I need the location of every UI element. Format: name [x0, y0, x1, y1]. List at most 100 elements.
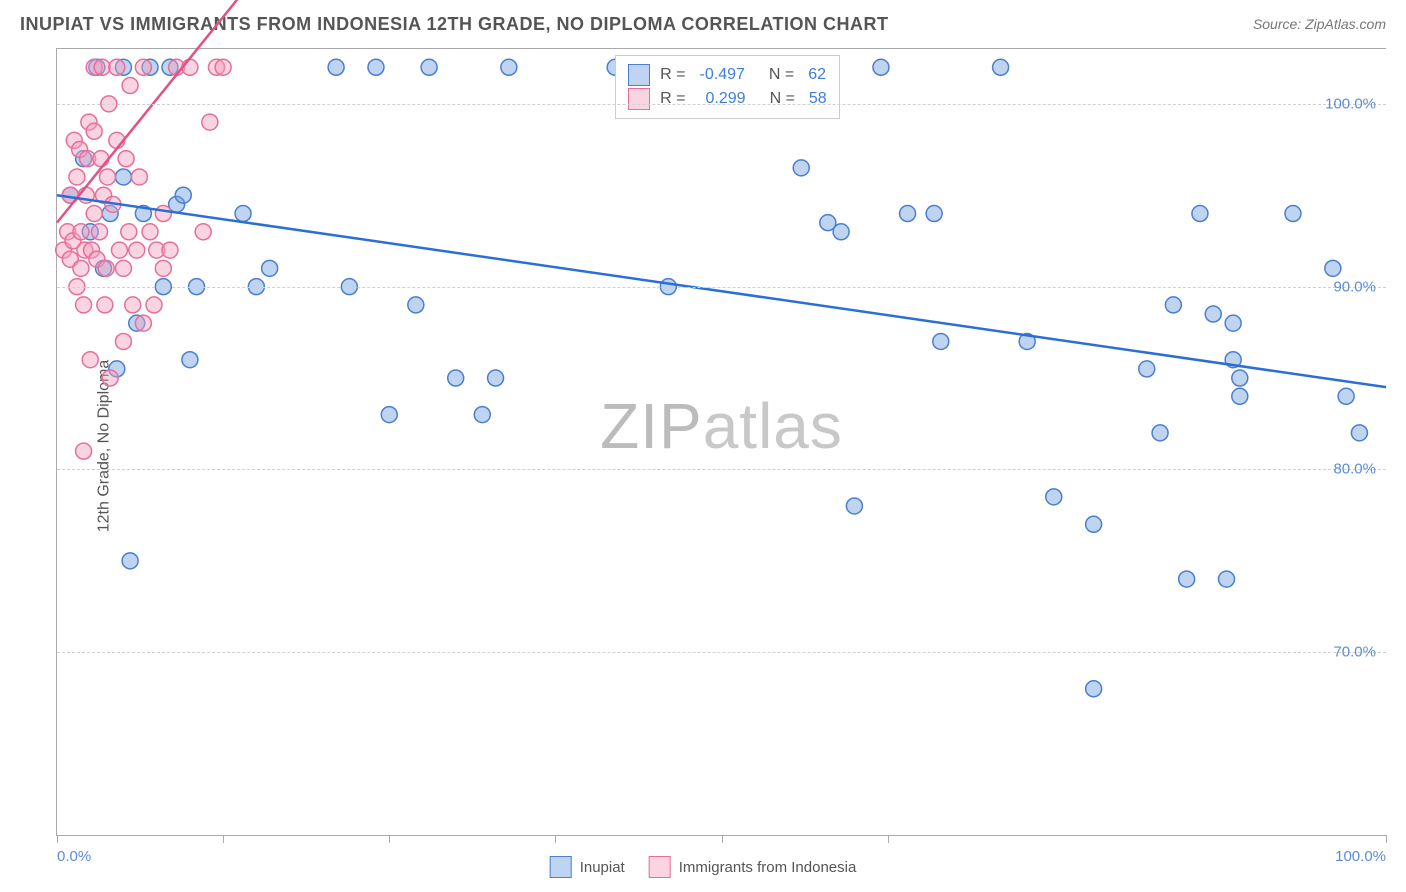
data-point: [1351, 425, 1367, 441]
n-label: N =: [769, 66, 794, 84]
data-point: [93, 151, 109, 167]
x-tick: [722, 835, 723, 843]
data-point: [1165, 297, 1181, 313]
data-point: [131, 169, 147, 185]
gridline: [57, 469, 1386, 470]
page-title: INUPIAT VS IMMIGRANTS FROM INDONESIA 12T…: [20, 14, 889, 35]
data-point: [92, 224, 108, 240]
data-point: [793, 160, 809, 176]
y-tick-label: 100.0%: [1325, 95, 1376, 112]
data-point: [182, 352, 198, 368]
data-point: [1205, 306, 1221, 322]
x-tick: [888, 835, 889, 843]
data-point: [155, 260, 171, 276]
legend-label: Inupiat: [580, 859, 625, 876]
x-tick: [57, 835, 58, 843]
data-point: [129, 242, 145, 258]
r-label: R =: [660, 90, 685, 108]
data-point: [900, 206, 916, 222]
data-point: [933, 333, 949, 349]
data-point: [1219, 571, 1235, 587]
data-point: [1232, 388, 1248, 404]
data-point: [135, 59, 151, 75]
legend-item: Immigrants from Indonesia: [649, 856, 857, 878]
source-label: Source: ZipAtlas.com: [1253, 16, 1386, 32]
data-point: [1086, 516, 1102, 532]
x-tick: [1386, 835, 1387, 843]
data-point: [94, 59, 110, 75]
data-point: [135, 315, 151, 331]
swatch-icon: [628, 64, 650, 86]
data-point: [1232, 370, 1248, 386]
data-point: [368, 59, 384, 75]
data-point: [1325, 260, 1341, 276]
plot-svg: [57, 49, 1386, 835]
r-label: R =: [660, 66, 685, 84]
data-point: [993, 59, 1009, 75]
data-point: [195, 224, 211, 240]
data-point: [421, 59, 437, 75]
x-tick: [223, 835, 224, 843]
x-tick-label: 0.0%: [57, 848, 91, 865]
data-point: [202, 114, 218, 130]
data-point: [488, 370, 504, 386]
data-point: [1179, 571, 1195, 587]
data-point: [125, 297, 141, 313]
data-point: [1285, 206, 1301, 222]
data-point: [926, 206, 942, 222]
swatch-icon: [649, 856, 671, 878]
y-tick-label: 80.0%: [1333, 461, 1376, 478]
data-point: [833, 224, 849, 240]
data-point: [262, 260, 278, 276]
swatch-icon: [550, 856, 572, 878]
data-point: [162, 242, 178, 258]
data-point: [122, 553, 138, 569]
data-point: [86, 206, 102, 222]
data-point: [118, 151, 134, 167]
gridline: [57, 652, 1386, 653]
data-point: [86, 123, 102, 139]
data-point: [1225, 315, 1241, 331]
data-point: [182, 59, 198, 75]
data-point: [1139, 361, 1155, 377]
swatch-icon: [628, 88, 650, 110]
data-point: [1086, 681, 1102, 697]
data-point: [873, 59, 889, 75]
legend-item: Inupiat: [550, 856, 625, 878]
data-point: [146, 297, 162, 313]
data-point: [122, 78, 138, 94]
data-point: [111, 242, 127, 258]
n-label: N =: [770, 90, 795, 108]
r-value: 0.299: [706, 90, 746, 108]
data-point: [328, 59, 344, 75]
data-point: [82, 352, 98, 368]
correlation-legend: R = -0.497 N = 62 R = 0.299 N = 58: [615, 55, 840, 119]
data-point: [215, 59, 231, 75]
legend-row: R = -0.497 N = 62: [628, 64, 827, 86]
data-point: [408, 297, 424, 313]
y-tick-label: 90.0%: [1333, 278, 1376, 295]
data-point: [109, 59, 125, 75]
legend-label: Immigrants from Indonesia: [679, 859, 857, 876]
data-point: [73, 260, 89, 276]
data-point: [235, 206, 251, 222]
data-point: [100, 169, 116, 185]
y-tick-label: 70.0%: [1333, 644, 1376, 661]
data-point: [474, 407, 490, 423]
data-point: [1046, 489, 1062, 505]
data-point: [142, 224, 158, 240]
r-value: -0.497: [700, 66, 745, 84]
data-point: [76, 443, 92, 459]
x-tick: [555, 835, 556, 843]
data-point: [155, 206, 171, 222]
data-point: [69, 169, 85, 185]
data-point: [102, 370, 118, 386]
data-point: [73, 224, 89, 240]
x-tick-label: 100.0%: [1335, 848, 1386, 865]
data-point: [381, 407, 397, 423]
scatter-chart: ZIPatlas R = -0.497 N = 62 R = 0.299 N =…: [56, 48, 1386, 836]
gridline: [57, 104, 1386, 105]
data-point: [1192, 206, 1208, 222]
data-point: [175, 187, 191, 203]
n-value: 58: [809, 90, 827, 108]
